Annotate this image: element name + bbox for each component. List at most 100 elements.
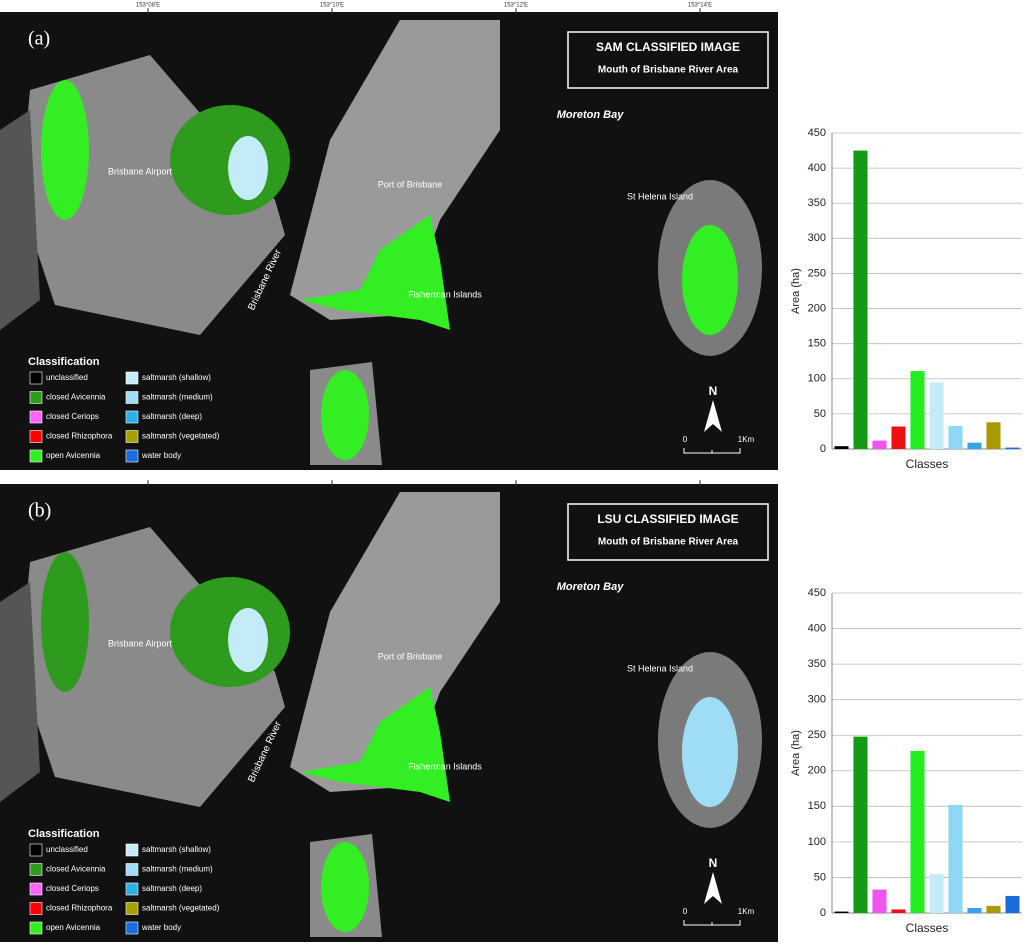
lon-tick-label: 153°14'E	[688, 3, 712, 9]
patch	[228, 608, 268, 672]
place-label: St Helena Island	[627, 191, 693, 201]
legend-swatch	[125, 921, 139, 935]
title-box	[567, 503, 769, 561]
bar	[891, 909, 906, 913]
bar	[986, 905, 1001, 913]
panel-label: (a)	[28, 28, 50, 50]
y-tick-label: 100	[808, 836, 826, 848]
y-tick-label: 350	[808, 658, 826, 670]
legend-label: unclassified	[46, 845, 88, 854]
place-label: Brisbane Airport	[108, 166, 173, 176]
lon-tick-label: 153°08'E	[136, 3, 160, 9]
y-tick-label: 50	[814, 871, 826, 883]
legend-label: saltmarsh (medium)	[142, 865, 213, 874]
legend-label: open Avicennia	[46, 923, 101, 932]
y-tick-label: 200	[808, 302, 826, 314]
y-axis-label: Area (ha)	[790, 268, 802, 314]
patch	[41, 552, 89, 692]
patch	[228, 136, 268, 200]
y-tick-label: 50	[814, 408, 826, 420]
legend-swatch	[29, 882, 43, 896]
legend-label: saltmarsh (shallow)	[142, 845, 211, 854]
x-axis-label: Classes	[906, 921, 949, 935]
legend-label: saltmarsh (medium)	[142, 393, 213, 402]
legend-label: water body	[141, 923, 181, 932]
scale-label: 1Km	[738, 435, 755, 444]
legend-label: unclassified	[46, 373, 88, 382]
bar	[872, 889, 887, 913]
y-tick-label: 150	[808, 800, 826, 812]
legend-swatch	[125, 410, 139, 424]
land	[0, 582, 40, 802]
patch	[300, 215, 450, 330]
place-label: Moreton Bay	[557, 109, 625, 121]
bar	[1005, 895, 1020, 913]
legend-label: closed Ceriops	[46, 884, 99, 893]
bar	[948, 425, 963, 449]
map-panel: 153°08'E 153°10'E 153°12'E 153°14'E (a) SAM C…	[0, 3, 778, 470]
y-tick-label: 400	[808, 162, 826, 174]
bar	[910, 371, 925, 449]
y-tick-label: 200	[808, 765, 826, 777]
place-label: St Helena Island	[627, 663, 693, 673]
legend-swatch	[29, 843, 43, 857]
legend-swatch	[29, 863, 43, 876]
map-panel: (b) LSU CLASSIFIED IMAGE Mouth of Brisbane…	[0, 480, 778, 942]
legend-swatch	[125, 391, 139, 404]
title-box	[567, 31, 769, 89]
y-tick-label: 450	[808, 127, 826, 139]
legend-label: saltmarsh (vegetated)	[142, 904, 220, 913]
legend-label: open Avicennia	[46, 451, 101, 460]
place-label: Fisherman Islands	[408, 761, 482, 771]
bar	[834, 446, 849, 449]
legend-label: water body	[141, 451, 181, 460]
panel-label: (b)	[28, 500, 51, 522]
y-axis-label: Area (ha)	[790, 730, 802, 776]
place-label: Brisbane Airport	[108, 638, 173, 648]
legend-label: saltmarsh (deep)	[142, 884, 202, 893]
bar	[834, 911, 849, 913]
y-tick-label: 250	[808, 729, 826, 741]
y-tick-label: 250	[808, 267, 826, 279]
y-tick-label: 300	[808, 694, 826, 706]
land	[290, 20, 500, 320]
north-label: N	[709, 384, 718, 398]
legend-box	[25, 355, 285, 467]
map-title: LSU CLASSIFIED IMAGE	[597, 512, 738, 526]
scale-label: 0	[683, 435, 688, 444]
legend-swatch	[125, 371, 139, 385]
legend-box	[25, 827, 285, 939]
y-tick-label: 150	[808, 338, 826, 350]
scale-label: 1Km	[738, 907, 755, 916]
y-tick-label: 400	[808, 622, 826, 634]
y-tick-label: 350	[808, 197, 826, 209]
legend-swatch	[29, 449, 43, 463]
land	[0, 110, 40, 330]
patch	[682, 697, 738, 807]
legend-label: closed Avicennia	[46, 393, 106, 402]
legend-label: saltmarsh (vegetated)	[142, 432, 220, 441]
place-label: Port of Brisbane	[378, 179, 443, 189]
legend-label: closed Rhizophora	[46, 904, 113, 913]
bar	[891, 426, 906, 449]
legend-title: Classification	[28, 828, 100, 840]
legend-swatch	[125, 449, 139, 463]
north-arrow	[704, 872, 722, 904]
bar	[967, 442, 982, 449]
legend-swatch	[125, 902, 139, 915]
place-label: Port of Brisbane	[378, 651, 443, 661]
north-label: N	[709, 856, 718, 870]
north-arrow	[704, 400, 722, 432]
patch	[41, 80, 89, 220]
place-label: Moreton Bay	[557, 581, 625, 593]
legend-label: saltmarsh (deep)	[142, 412, 202, 421]
legend-title: Classification	[28, 356, 100, 368]
lon-tick-label: 153°12'E	[504, 3, 528, 9]
bar	[948, 804, 963, 913]
bar	[929, 382, 944, 449]
legend-label: closed Rhizophora	[46, 432, 113, 441]
patch	[682, 225, 738, 335]
patch	[321, 370, 369, 460]
bar	[929, 873, 944, 913]
